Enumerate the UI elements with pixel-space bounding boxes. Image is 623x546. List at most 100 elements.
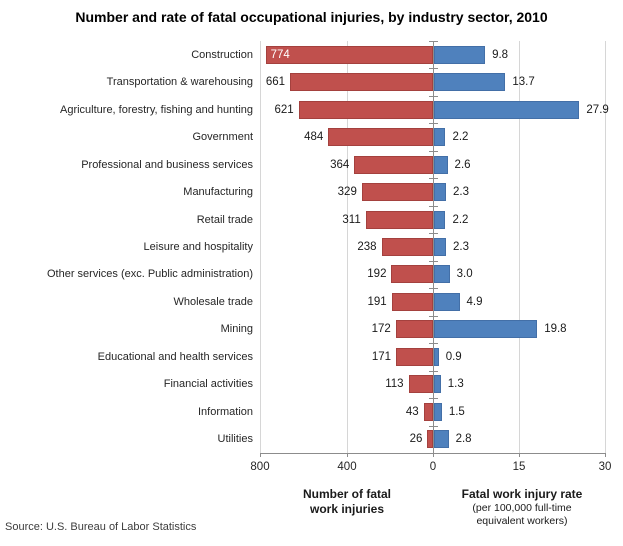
category-axis-tick xyxy=(429,398,438,400)
category-axis-tick xyxy=(429,68,438,70)
gridline xyxy=(605,41,606,453)
injuries-value-label: 171 xyxy=(371,350,392,363)
category-axis-tick xyxy=(429,233,438,235)
category-label: Information xyxy=(197,405,253,418)
right-axis-title: Fatal work injury rate (per 100,000 full… xyxy=(427,487,617,528)
rate-value-label: 2.2 xyxy=(452,131,469,144)
gridline xyxy=(519,41,520,453)
value-axis-tick xyxy=(260,453,261,457)
rate-bar xyxy=(434,210,446,229)
rate-bar xyxy=(434,402,442,421)
category-axis-tick xyxy=(429,41,438,42)
category-axis-tick xyxy=(429,343,438,345)
category-label: Mining xyxy=(220,323,253,336)
rate-value-label: 1.3 xyxy=(447,378,464,391)
category-label: Financial activities xyxy=(163,378,253,391)
rate-bar xyxy=(434,45,486,64)
left-axis-title: Number of fatal work injuries xyxy=(252,487,442,517)
category-label: Educational and health services xyxy=(97,350,253,363)
injuries-value-label: 43 xyxy=(405,405,419,418)
category-label: Manufacturing xyxy=(183,186,253,199)
category-axis-tick xyxy=(429,123,438,125)
category-axis-tick xyxy=(429,205,438,207)
right-axis-title-line: Fatal work injury rate xyxy=(461,487,583,501)
chart-title: Number and rate of fatal occupational in… xyxy=(75,9,548,25)
category-label: Professional and business services xyxy=(81,158,253,171)
injuries-bar xyxy=(381,238,433,256)
injuries-bar xyxy=(361,183,433,202)
category-axis-tick xyxy=(429,370,438,372)
injuries-value-label: 364 xyxy=(330,158,350,171)
left-axis-title-line2: work injuries xyxy=(309,502,385,516)
category-label: Other services (exc. Public administrati… xyxy=(46,268,253,281)
injuries-value-label: 661 xyxy=(265,76,286,89)
rate-value-label: 2.3 xyxy=(452,186,469,199)
x-tick-label: 0 xyxy=(429,461,437,473)
injuries-value-label: 113 xyxy=(385,378,404,391)
injuries-value-label: 238 xyxy=(357,241,377,253)
injuries-value-label: 329 xyxy=(337,186,357,199)
injuries-value-label: 192 xyxy=(367,268,387,281)
gridline xyxy=(347,41,348,453)
injuries-bar xyxy=(265,45,433,64)
rate-bar xyxy=(434,155,448,174)
injuries-bar xyxy=(391,265,433,284)
value-axis-tick xyxy=(347,453,348,457)
injuries-value-label: 26 xyxy=(409,433,423,446)
value-axis-tick xyxy=(433,453,434,457)
injuries-bar xyxy=(298,100,433,119)
x-tick-label: 15 xyxy=(512,461,526,473)
injuries-value-label: 311 xyxy=(342,213,361,226)
category-axis-tick xyxy=(429,425,438,427)
rate-bar xyxy=(434,183,446,202)
rate-bar xyxy=(434,100,580,119)
rate-bar xyxy=(434,292,460,311)
rate-value-label: 2.6 xyxy=(454,158,471,171)
category-axis-tick xyxy=(429,95,438,97)
rate-value-label: 2.8 xyxy=(455,433,472,446)
x-tick-label: 30 xyxy=(598,461,612,473)
rate-bar xyxy=(434,347,439,366)
value-axis-tick xyxy=(519,453,520,457)
rate-value-label: 1.5 xyxy=(448,405,465,418)
rate-bar xyxy=(434,128,446,147)
rate-value-label: 2.3 xyxy=(452,241,469,253)
right-axis-subtitle-line2: equivalent workers) xyxy=(476,515,568,527)
category-axis-tick xyxy=(429,288,438,290)
injuries-bar xyxy=(427,430,433,449)
category-label: Construction xyxy=(191,48,253,61)
injuries-bar xyxy=(408,375,433,394)
center-axis xyxy=(433,41,434,453)
right-axis-subtitle-line1: (per 100,000 full-time xyxy=(472,502,572,514)
category-axis-tick xyxy=(429,315,438,317)
injuries-bar xyxy=(290,73,433,92)
category-axis-tick xyxy=(429,150,438,152)
injuries-bar xyxy=(365,210,433,229)
rate-bar xyxy=(434,238,446,256)
rate-value-label: 3.0 xyxy=(456,268,473,281)
gridline xyxy=(260,41,261,453)
injuries-value-label: 191 xyxy=(367,295,387,308)
value-axis-tick xyxy=(605,453,606,457)
rate-value-label: 4.9 xyxy=(466,295,483,308)
x-tick-label: 400 xyxy=(337,461,357,473)
rate-value-label: 0.9 xyxy=(445,350,462,363)
category-label: Agriculture, forestry, fishing and hunti… xyxy=(59,103,253,116)
rate-value-label: 9.8 xyxy=(492,48,509,61)
rate-value-label: 27.9 xyxy=(586,103,609,116)
rate-bar xyxy=(434,430,449,449)
injuries-bar xyxy=(423,402,433,421)
rate-bar xyxy=(434,375,441,394)
injuries-bar xyxy=(396,347,433,366)
rate-value-label: 19.8 xyxy=(544,323,567,336)
category-label: Government xyxy=(192,131,253,144)
injuries-value-label: 774 xyxy=(270,48,290,61)
category-axis-tick xyxy=(429,260,438,262)
rate-bar xyxy=(434,265,450,284)
injuries-bar xyxy=(354,155,433,174)
category-label: Retail trade xyxy=(196,213,253,226)
injuries-value-label: 621 xyxy=(274,103,294,116)
rate-value-label: 2.2 xyxy=(452,213,469,226)
x-tick-label: 800 xyxy=(250,461,270,473)
